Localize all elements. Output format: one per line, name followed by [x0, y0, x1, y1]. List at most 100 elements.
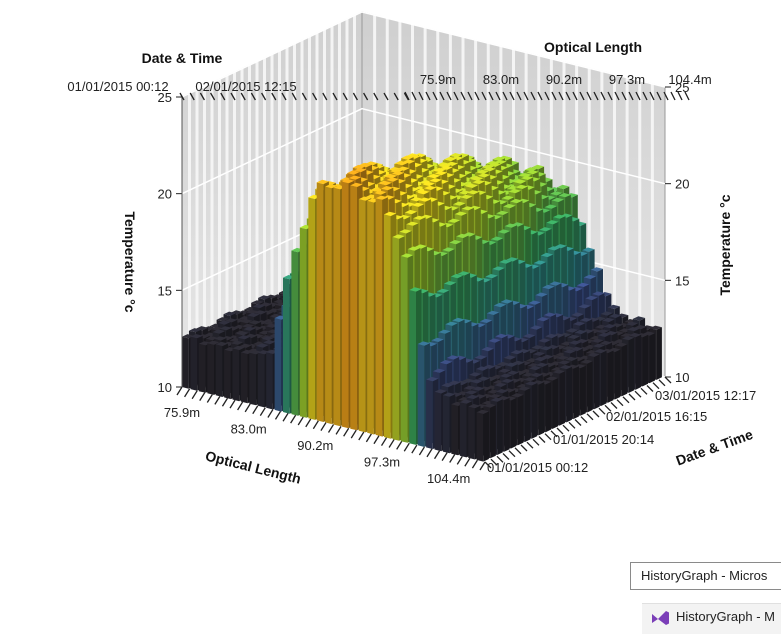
x-top-minor-tick: [684, 91, 690, 101]
bar-top-face: [460, 194, 473, 199]
x-minor-tick: [320, 422, 327, 431]
bar-top-face: [554, 244, 567, 249]
bar-top-face: [350, 182, 363, 187]
x-minor-tick: [449, 454, 456, 463]
bar-top-face: [341, 179, 355, 184]
bar-top-face: [375, 195, 388, 200]
bar-top-face: [535, 362, 549, 367]
x-top-minor-tick: [593, 91, 599, 101]
y-axis-title-right: Date & Time: [674, 426, 755, 469]
bar-top-face: [592, 343, 606, 348]
bar-top-face: [596, 329, 609, 334]
bar-top-face: [530, 372, 543, 378]
bar-side-face: [580, 365, 586, 416]
y-minor-tick: [634, 390, 642, 398]
y-minor-tick: [556, 427, 564, 435]
bar-top-face: [587, 352, 600, 357]
bar-side-face: [628, 337, 635, 393]
bar-top-face: [632, 316, 646, 321]
x-minor-tick: [244, 403, 251, 413]
bar-top-face: [515, 184, 528, 189]
x-minor-tick: [237, 401, 244, 411]
x-minor-tick: [305, 418, 312, 428]
y-minor-tick: [526, 441, 534, 449]
bar-front-face: [308, 197, 315, 420]
bar-front-face: [400, 256, 408, 443]
bar-top-face: [599, 340, 612, 346]
bar-side-face: [594, 354, 600, 410]
y-minor-tick: [616, 399, 624, 407]
taskbar-thumbnail[interactable]: HistoryGraph - M: [642, 603, 781, 634]
y-minor-tick: [502, 453, 510, 460]
x-axis-title-front: Optical Length: [204, 448, 303, 487]
y-top-minor-tick: [250, 92, 256, 101]
bar-front-face: [426, 379, 433, 450]
y-minor-tick: [640, 387, 648, 395]
bar-top-face: [539, 227, 552, 232]
bar-top-face: [545, 333, 558, 339]
bar-top-face: [567, 334, 580, 339]
bar-top-face: [205, 336, 218, 341]
x-minor-tick: [373, 435, 380, 445]
bar-top-face: [543, 312, 556, 317]
x-minor-tick: [418, 446, 425, 456]
y-top-minor-tick: [261, 92, 267, 101]
y-top-minor-tick: [281, 92, 287, 101]
bar-top-face: [490, 236, 504, 241]
x-axis-title-top: Optical Length: [544, 39, 642, 55]
x-top-minor-tick: [677, 91, 683, 101]
bar-side-face: [497, 399, 503, 455]
bar-front-face: [207, 343, 214, 395]
bar-front-face: [442, 395, 450, 454]
y-minor-tick: [550, 430, 558, 438]
bar-top-face: [493, 302, 507, 308]
bar-top-face: [583, 274, 597, 279]
bar-top-face: [411, 202, 424, 207]
bar-top-face: [590, 267, 603, 272]
bar-side-face: [504, 397, 510, 452]
visual-studio-icon: [652, 610, 669, 625]
y-minor-tick: [580, 416, 588, 424]
y-minor-tick: [664, 376, 672, 384]
x-top-minor-tick: [670, 91, 676, 101]
bar-front-face: [274, 318, 282, 412]
taskbar-label: HistoryGraph - M: [676, 609, 775, 624]
x-top-minor-tick: [614, 91, 620, 101]
x-minor-tick: [282, 412, 289, 422]
bar-top-face: [582, 247, 595, 252]
y-minor-tick: [520, 444, 528, 452]
x-top-minor-tick: [558, 91, 564, 101]
bar-top-face: [442, 392, 456, 397]
bar-top-face: [434, 170, 448, 176]
y-tick-label-top: 01/01/2015 00:12: [67, 79, 168, 94]
bar-top-face: [603, 324, 616, 329]
z-axis-title-right: Temperature °c: [717, 194, 733, 295]
bar-top-face: [248, 320, 262, 325]
bar-top-face: [384, 174, 398, 179]
x-minor-tick: [441, 452, 448, 461]
y-minor-tick: [532, 438, 540, 446]
y-minor-tick: [586, 413, 594, 421]
bar-top-face: [544, 204, 557, 209]
bar-side-face: [607, 350, 614, 403]
x-minor-tick: [259, 407, 266, 416]
bar-side-face: [566, 366, 572, 423]
bar-top-face: [628, 332, 642, 338]
bar-top-face: [381, 186, 394, 191]
bar-top-face: [459, 399, 472, 404]
bar-side-face: [573, 366, 579, 420]
bar-top-face: [552, 369, 565, 374]
bar-top-face: [440, 165, 453, 170]
x-minor-tick: [365, 433, 372, 443]
bar-top-face: [481, 164, 495, 169]
y-minor-tick: [658, 379, 666, 387]
bar-top-face: [188, 328, 202, 333]
x-minor-tick: [297, 416, 304, 426]
bar-top-face: [453, 201, 466, 206]
bar-top-face: [533, 260, 547, 265]
x-top-minor-tick: [467, 91, 473, 101]
bar-front-face: [333, 187, 341, 427]
x-minor-tick: [335, 426, 342, 435]
y-top-minor-tick: [393, 92, 399, 101]
bar-top-face: [558, 360, 571, 365]
